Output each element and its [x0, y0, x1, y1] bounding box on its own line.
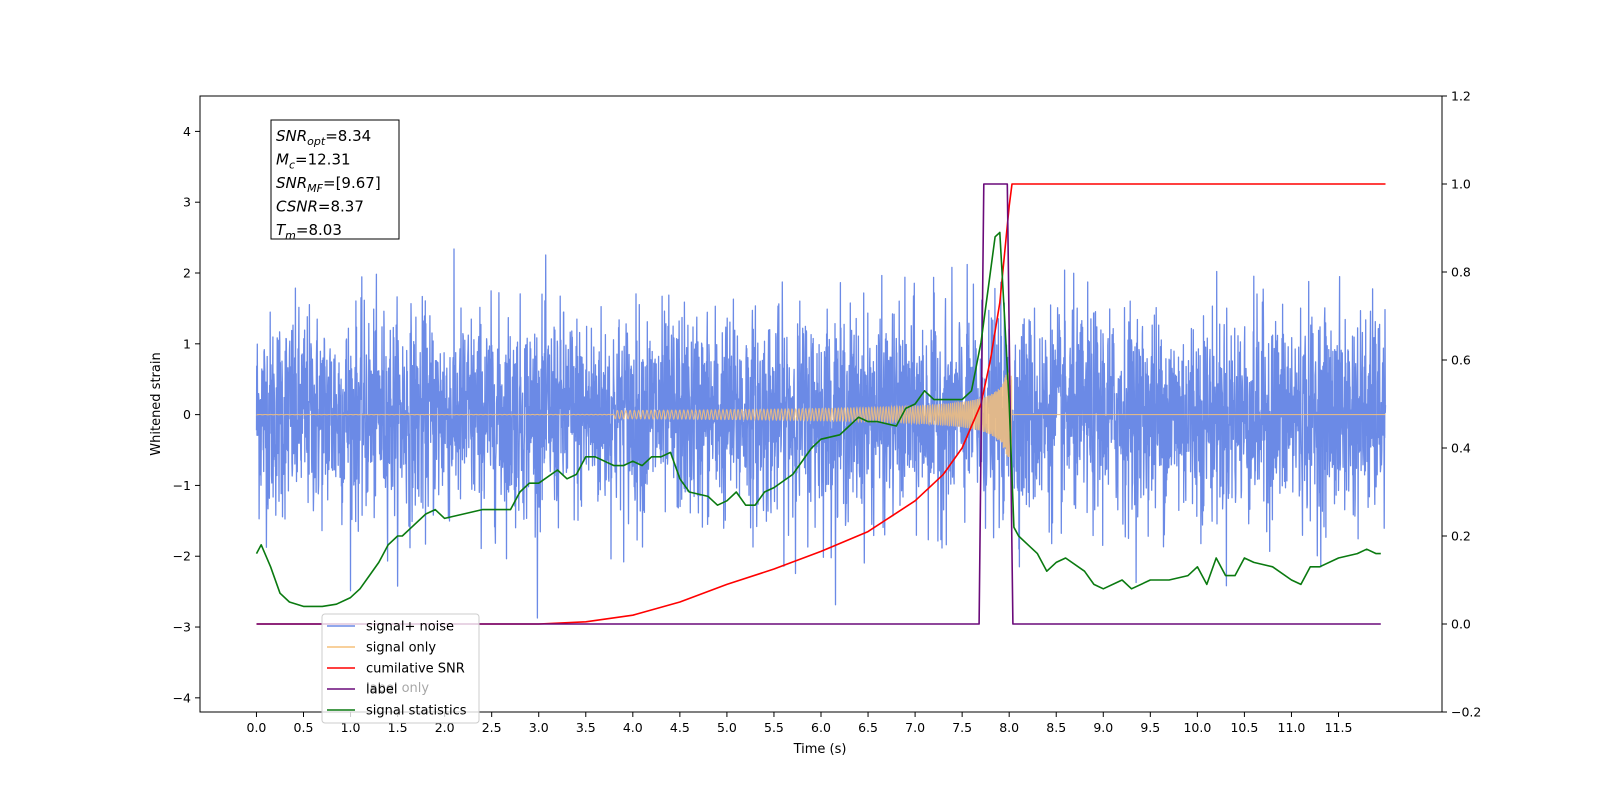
y-tick-label-left: 0: [183, 407, 191, 422]
y-tick-label-left: 4: [183, 124, 191, 139]
x-tick-label: 2.5: [482, 720, 502, 735]
y-tick-label-right: 0.6: [1451, 353, 1471, 368]
y-tick-label-right: 0.0: [1451, 617, 1471, 632]
x-tick-label: 4.0: [623, 720, 643, 735]
x-tick-label: 5.5: [764, 720, 784, 735]
x-tick-label: 11.5: [1325, 720, 1353, 735]
y-tick-label-right: 0.8: [1451, 265, 1471, 280]
legend-ghost-text: label only: [366, 681, 429, 696]
series-signal-statistics: [255, 231, 1381, 608]
x-tick-label: 1.5: [388, 720, 408, 735]
legend-entry: cumilative SNR: [366, 662, 465, 677]
y-tick-label-left: −3: [173, 620, 191, 635]
x-tick-label: 6.0: [811, 720, 831, 735]
x-tick-label: 8.5: [1046, 720, 1066, 735]
y-axis-title-left: Whitened strain: [149, 352, 164, 455]
x-tick-label: 3.0: [529, 720, 549, 735]
annotation-line: SNRMF=[9.67]: [276, 174, 381, 195]
y-tick-label-left: 2: [183, 266, 191, 281]
legend-entry: label: [366, 683, 397, 698]
x-tick-label: 5.0: [717, 720, 737, 735]
x-tick-label: 4.5: [670, 720, 690, 735]
series-cumilative-snr: [256, 183, 1386, 625]
annotation-line: Mc=12.31: [276, 151, 351, 172]
legend-frame: [321, 613, 480, 724]
x-tick-label: 10.0: [1183, 720, 1211, 735]
legend: label only signal+ noise signal only cumila…: [321, 613, 480, 724]
y-tick-label-left: −4: [173, 690, 191, 705]
annotation-line: SNRopt=8.34: [276, 127, 371, 148]
y-axis-right: −0.2 0.0 0.2 0.4 0.6 0.8 1.0 1.2: [1442, 89, 1481, 720]
legend-entry: signal+ noise: [366, 620, 454, 635]
legend-entry: signal statistics: [366, 704, 467, 719]
y-tick-label-left: 3: [183, 195, 191, 210]
series-label: [256, 183, 1381, 625]
x-tick-label: 9.0: [1093, 720, 1113, 735]
x-axis: 0.0 0.5 1.0 1.5 2.0 2.5 3.0 3.5 4.0 4.5 5.0 5.5 6.0 6…: [247, 712, 1353, 735]
y-tick-label-right: 0.4: [1451, 441, 1471, 456]
x-axis-title: Time (s): [793, 742, 847, 757]
y-tick-label-left: −1: [173, 478, 191, 493]
x-tick-label: 7.5: [952, 720, 972, 735]
y-tick-label-right: 0.2: [1451, 529, 1471, 544]
y-tick-label-left: −2: [173, 549, 191, 564]
y-tick-label-left: 1: [183, 336, 191, 351]
y-tick-label-right: 1.2: [1451, 89, 1471, 104]
x-tick-label: 0.5: [294, 720, 314, 735]
x-tick-label: 0.0: [247, 720, 267, 735]
x-tick-label: 6.5: [858, 720, 878, 735]
series-layer: [255, 183, 1387, 625]
y-tick-label-right: −0.2: [1451, 705, 1481, 720]
y-tick-label-right: 1.0: [1451, 177, 1471, 192]
x-tick-label: 2.0: [435, 720, 455, 735]
annotation-frame: [270, 119, 400, 240]
legend-entry: signal only: [366, 641, 436, 656]
x-tick-label: 3.5: [576, 720, 596, 735]
y-axis-left: −4 −3 −2 −1 0 1 2 3 4: [173, 124, 200, 705]
annotation-line: Tm=8.03: [276, 221, 342, 242]
x-tick-label: 7.0: [905, 720, 925, 735]
series-signal-only: [256, 372, 1386, 458]
x-tick-label: 9.5: [1140, 720, 1160, 735]
series-signal-noise: [255, 248, 1387, 619]
x-tick-label: 8.0: [999, 720, 1019, 735]
annotation-line: CSNR=8.37: [276, 198, 364, 216]
x-tick-label: 1.0: [341, 720, 361, 735]
x-tick-label: 10.5: [1230, 720, 1258, 735]
x-tick-label: 11.0: [1278, 720, 1306, 735]
